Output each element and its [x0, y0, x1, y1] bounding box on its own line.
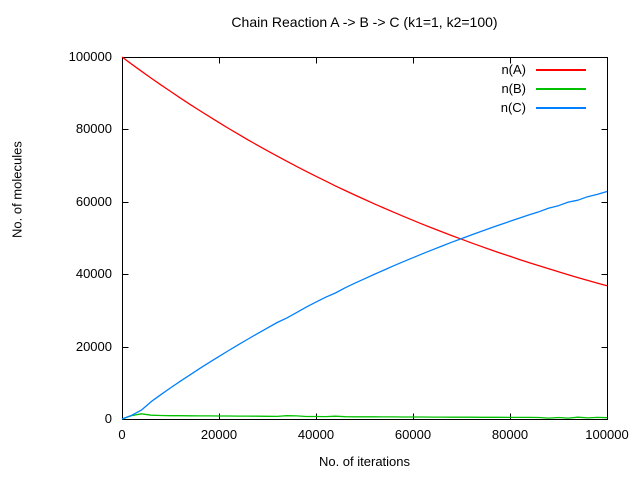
x-tick-label: 20000	[200, 427, 238, 442]
legend-line-sample-nC	[536, 106, 586, 109]
legend-line-sample-nA	[536, 68, 586, 71]
y-tick-label: 80000	[75, 121, 112, 136]
legend-label-nC: n(C)	[500, 100, 526, 115]
legend-line-sample-nB	[536, 87, 586, 90]
x-tick-label: 40000	[297, 427, 335, 442]
legend-label-nA: n(A)	[501, 62, 526, 77]
tick-marks	[122, 57, 608, 420]
curve-nA	[121, 56, 608, 287]
chart-title: Chain Reaction A -> B -> C (k1=1, k2=100…	[231, 14, 498, 30]
x-tick-label: 100000	[585, 427, 629, 442]
legend-label-nB: n(B)	[501, 81, 526, 96]
curve-nC	[121, 190, 608, 420]
legend: n(A) n(B) n(C)	[501, 60, 586, 117]
y-tick-label: 100000	[68, 49, 112, 64]
y-tick-label: 40000	[75, 266, 112, 281]
x-tick-label: 80000	[491, 427, 529, 442]
legend-entry-nB: n(B)	[501, 79, 586, 98]
y-tick-label: 20000	[75, 339, 112, 354]
x-axis-title: No. of iterations	[318, 454, 411, 469]
x-tick-label: 60000	[394, 427, 432, 442]
y-tick-label: 0	[104, 411, 112, 426]
legend-entry-nA: n(A)	[501, 60, 586, 79]
curve-nB	[121, 413, 608, 420]
plot-border	[122, 57, 608, 420]
legend-entry-nC: n(C)	[501, 98, 586, 117]
x-tick-label: 0	[118, 427, 126, 442]
y-tick-label: 60000	[75, 194, 112, 209]
